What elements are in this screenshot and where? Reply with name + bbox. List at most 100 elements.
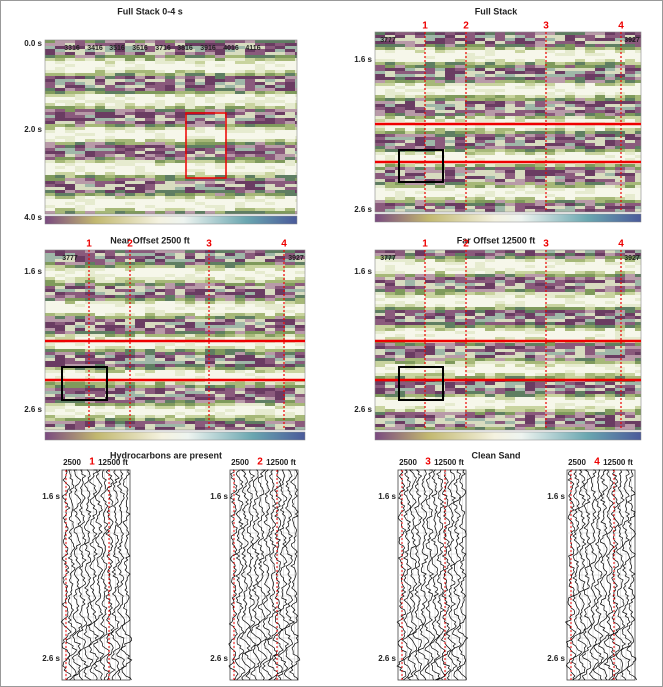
seismic-cell xyxy=(135,310,145,313)
seismic-cell xyxy=(495,203,505,206)
seismic-cell xyxy=(565,83,575,86)
seismic-cell xyxy=(205,268,215,271)
seismic-cell xyxy=(245,271,255,274)
seismic-cell xyxy=(45,121,55,124)
seismic-cell xyxy=(275,157,285,160)
seismic-image xyxy=(45,40,297,214)
seismic-cell xyxy=(135,421,145,424)
seismic-cell xyxy=(605,182,615,185)
seismic-cell xyxy=(265,169,275,172)
seismic-cell xyxy=(115,400,125,403)
seismic-cell xyxy=(445,155,455,158)
seismic-cell xyxy=(495,83,505,86)
seismic-cell xyxy=(585,137,595,140)
seismic-cell xyxy=(555,170,565,173)
seismic-cell xyxy=(435,134,445,137)
seismic-cell xyxy=(275,40,285,43)
seismic-cell xyxy=(195,199,205,202)
seismic-cell xyxy=(535,50,545,53)
seismic-cell xyxy=(505,50,515,53)
seismic-cell xyxy=(615,110,625,113)
seismic-cell xyxy=(225,325,235,328)
seismic-cell xyxy=(285,67,295,70)
seismic-cell xyxy=(445,203,455,206)
seismic-cell xyxy=(425,47,435,50)
seismic-cell xyxy=(105,271,115,274)
seismic-cell xyxy=(415,35,425,38)
time-label: 2.0 s xyxy=(24,125,42,134)
seismic-cell xyxy=(185,424,195,427)
seismic-cell xyxy=(255,118,265,121)
seismic-cell xyxy=(615,131,625,134)
seismic-cell xyxy=(105,52,115,55)
seismic-cell xyxy=(255,178,265,181)
seismic-cell xyxy=(165,364,175,367)
seismic-cell xyxy=(255,418,265,421)
seismic-cell xyxy=(55,391,65,394)
seismic-cell xyxy=(215,190,225,193)
seismic-cell xyxy=(125,139,135,142)
seismic-cell xyxy=(145,409,155,412)
seismic-cell xyxy=(635,80,641,83)
seismic-cell xyxy=(525,92,535,95)
seismic-cell xyxy=(205,301,215,304)
seismic-cell xyxy=(55,298,65,301)
seismic-cell xyxy=(105,88,115,91)
seismic-cell xyxy=(195,253,205,256)
seismic-cell xyxy=(555,209,565,212)
seismic-cell xyxy=(45,199,55,202)
seismic-cell xyxy=(525,74,535,77)
seismic-cell xyxy=(295,355,305,358)
seismic-cell xyxy=(405,101,415,104)
seismic-cell xyxy=(595,253,605,256)
seismic-cell xyxy=(175,337,185,340)
seismic-cell xyxy=(135,127,145,130)
seismic-cell xyxy=(215,406,225,409)
seismic-cell xyxy=(175,253,185,256)
seismic-cell xyxy=(285,85,295,88)
seismic-cell xyxy=(175,97,185,100)
seismic-cell xyxy=(265,397,275,400)
seismic-cell xyxy=(595,50,605,53)
seismic-cell xyxy=(75,115,85,118)
seismic-cell xyxy=(75,385,85,388)
seismic-cell xyxy=(85,265,95,268)
seismic-cell xyxy=(155,283,165,286)
seismic-cell xyxy=(385,271,395,274)
seismic-cell xyxy=(415,143,425,146)
seismic-cell xyxy=(455,53,465,56)
seismic-cell xyxy=(85,157,95,160)
seismic-cell xyxy=(245,388,255,391)
seismic-cell xyxy=(415,113,425,116)
seismic-cell xyxy=(275,82,285,85)
seismic-cell xyxy=(255,352,265,355)
seismic-cell xyxy=(565,209,575,212)
seismic-cell xyxy=(295,403,305,406)
seismic-cell xyxy=(375,203,385,206)
seismic-cell xyxy=(195,136,205,139)
seismic-cell xyxy=(115,376,125,379)
seismic-cell xyxy=(95,208,105,211)
seismic-cell xyxy=(445,253,455,256)
seismic-cell xyxy=(485,167,495,170)
seismic-cell xyxy=(185,277,195,280)
seismic-cell xyxy=(105,292,115,295)
seismic-cell xyxy=(395,256,405,259)
seismic-cell xyxy=(295,313,305,316)
seismic-cell xyxy=(565,89,575,92)
seismic-cell xyxy=(55,91,65,94)
seismic-cell xyxy=(215,256,225,259)
seismic-cell xyxy=(585,140,595,143)
seismic-cell xyxy=(175,271,185,274)
seismic-cell xyxy=(455,89,465,92)
seismic-cell xyxy=(585,158,595,161)
seismic-cell xyxy=(225,205,235,208)
seismic-cell xyxy=(175,262,185,265)
seismic-cell xyxy=(215,298,225,301)
seismic-cell xyxy=(435,140,445,143)
seismic-cell xyxy=(225,358,235,361)
seismic-cell xyxy=(45,418,55,421)
seismic-cell xyxy=(505,182,515,185)
seismic-cell xyxy=(165,127,175,130)
seismic-cell xyxy=(65,313,75,316)
